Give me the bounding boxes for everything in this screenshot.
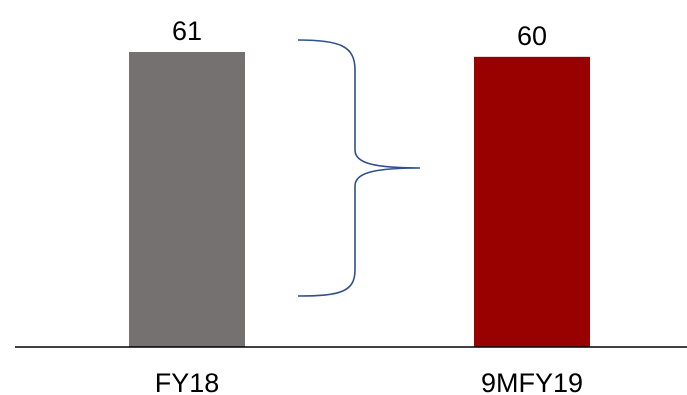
bar-9mfy19 — [474, 56, 590, 348]
x-tick-label-fy18: FY18 — [155, 368, 220, 395]
curly-brace-annotation — [297, 39, 421, 297]
data-label-fy18: 61 — [172, 16, 202, 46]
plot-area: 61 60 FY18 9MFY19 — [15, 16, 687, 395]
bar-fy18 — [129, 52, 245, 347]
data-label-9mfy19: 60 — [517, 21, 547, 51]
x-tick-label-9mfy19: 9MFY19 — [481, 368, 583, 395]
